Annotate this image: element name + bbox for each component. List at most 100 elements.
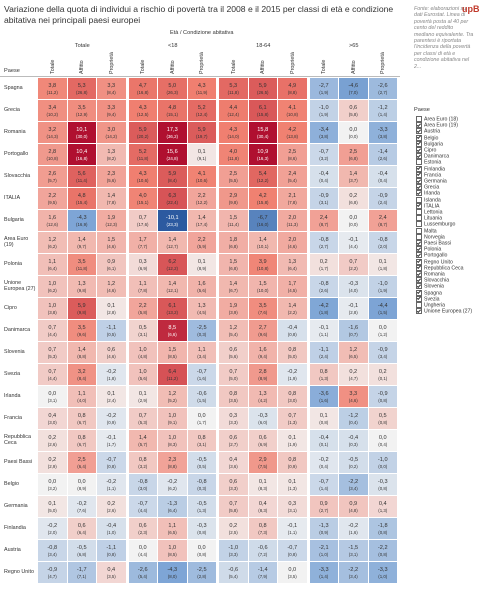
filter-item[interactable]: ITALIA [416,202,439,209]
cell-value: 0,1 [378,259,387,265]
checkbox[interactable] [416,221,422,228]
heat-cell: 8,5 (6,6) [158,320,187,341]
heat-cell: -3,3 (1,0) [368,562,397,583]
filter-item[interactable]: Repubblica Ceca [416,264,464,271]
filter-item[interactable]: Grecia [416,184,439,191]
cell-value: 4,0 [138,193,147,199]
checkbox[interactable] [416,171,422,178]
cell-value: 3,5 [77,105,86,111]
filter-item[interactable]: Irlanda [416,190,440,197]
heat-cell: 0,0 (8,9) [67,474,96,495]
cell-incidence: (6,8) [228,244,238,249]
cell-value: -0,6 [257,545,268,551]
checkbox[interactable] [416,122,422,129]
cell-incidence: (12,2) [257,178,269,183]
heat-cell: 0,2 (1,7) [309,254,338,275]
row-label: Danimarca [4,327,31,333]
cell-value: 2,5 [229,171,238,177]
filter-item[interactable]: Area Euro (18) [416,116,458,122]
filter-item[interactable]: Norvegia [416,233,445,240]
checkbox[interactable] [416,264,422,271]
checkbox[interactable] [416,184,422,191]
cell-value: 5,2 [197,105,206,111]
cell-value: 0,1 [258,479,267,485]
filter-item[interactable]: Danimarca [416,153,449,160]
filter-item[interactable]: Regno Unito [416,258,453,265]
filter-item[interactable]: Unione Europea (27) [416,308,472,315]
checkbox[interactable] [416,302,422,308]
cell-incidence: (2,6) [47,442,57,447]
heat-cell: 4,2 (13,8) [278,122,307,143]
cell-value: -0,6 [196,391,207,397]
cell-value: -4,4 [377,303,388,309]
checkbox[interactable] [416,209,422,215]
checkbox[interactable] [416,240,422,246]
cell-incidence: (4,6) [348,398,358,403]
checkbox[interactable] [416,116,422,122]
cell-incidence: (6,7) [77,442,87,447]
checkbox[interactable] [416,215,422,222]
filter-item[interactable]: Finlandia [416,165,445,172]
cell-incidence: (4,2) [258,398,268,403]
cell-incidence: (2,5) [228,530,238,535]
filter-item[interactable]: Lettonia [416,209,442,215]
cell-value: -10,1 [165,215,179,221]
cell-value: 1,6 [197,281,206,287]
filter-item[interactable]: Paesi Bassi [416,240,451,246]
cell-incidence: (1,6) [348,530,358,535]
filter-item[interactable]: Portogallo [416,252,447,259]
filter-item[interactable]: Austria [416,128,440,135]
filter-item[interactable]: Slovenia [416,283,444,290]
heat-cell: 3,3 (8,4) [97,78,126,99]
checkbox[interactable] [416,147,422,153]
filter-item[interactable]: Bulgaria [416,140,443,147]
filter-item[interactable]: Spagna [416,289,442,296]
checkbox[interactable] [416,233,422,240]
cell-value: 0,8 [258,523,267,529]
checkbox[interactable] [416,140,422,147]
filter-item[interactable]: Islanda [416,196,441,203]
checkbox[interactable] [416,227,422,234]
filter-item[interactable]: Svezia [416,295,440,302]
checkbox[interactable] [416,295,422,302]
heat-cell: 1,4 (3,7) [339,166,368,187]
checkbox[interactable] [416,246,422,253]
cell-incidence: (5,5) [228,178,238,183]
filter-item[interactable]: Ungheria [416,302,445,308]
cell-value: -4,6 [348,83,359,89]
filter-item[interactable]: Cipro [416,147,436,153]
row-label: Slovacchia [4,173,31,179]
heat-cell: 2,2 (5,8) [128,298,157,319]
cell-incidence: (1,0) [378,574,388,579]
checkbox[interactable] [416,308,422,315]
row-label: Finlandia [4,525,26,531]
checkbox[interactable] [416,277,422,284]
checkbox[interactable] [416,271,422,277]
cell-value: -2,2 [348,567,359,573]
cell-incidence: (6,4) [287,266,297,271]
cell-incidence: (7,9) [258,574,268,579]
cell-incidence: (0,8) [378,486,388,491]
filter-item[interactable]: Estonia [416,159,441,166]
cell-incidence: (8,4) [77,376,87,381]
filter-item[interactable]: Area Euro (19) [416,122,458,129]
filter-item[interactable]: Germania [416,178,447,184]
filter-item[interactable]: Slovacchia [416,277,449,284]
checkbox[interactable] [416,190,422,197]
filter-item[interactable]: Francia [416,171,441,178]
heat-cell: 0,3 (3,1) [278,496,307,517]
filter-item[interactable]: Lituania [416,215,442,222]
heat-cell: -3,3 (3,8) [368,122,397,143]
checkbox[interactable] [416,178,422,184]
cell-value: 0,6 [229,435,238,441]
cell-value: 1,7 [138,237,147,243]
heat-cell: 6,4 (11,2) [158,364,187,385]
filter-item[interactable]: Polonia [416,246,441,253]
cell-incidence: (8,3) [258,508,268,513]
checkbox[interactable] [416,202,422,209]
filter-item[interactable]: Malta [416,227,437,234]
filter-item[interactable]: Lussemburgo [416,221,455,228]
heat-cell: 0,1 (0,8) [309,408,338,429]
filter-item[interactable]: Romania [416,271,445,277]
checkbox[interactable] [416,153,422,160]
